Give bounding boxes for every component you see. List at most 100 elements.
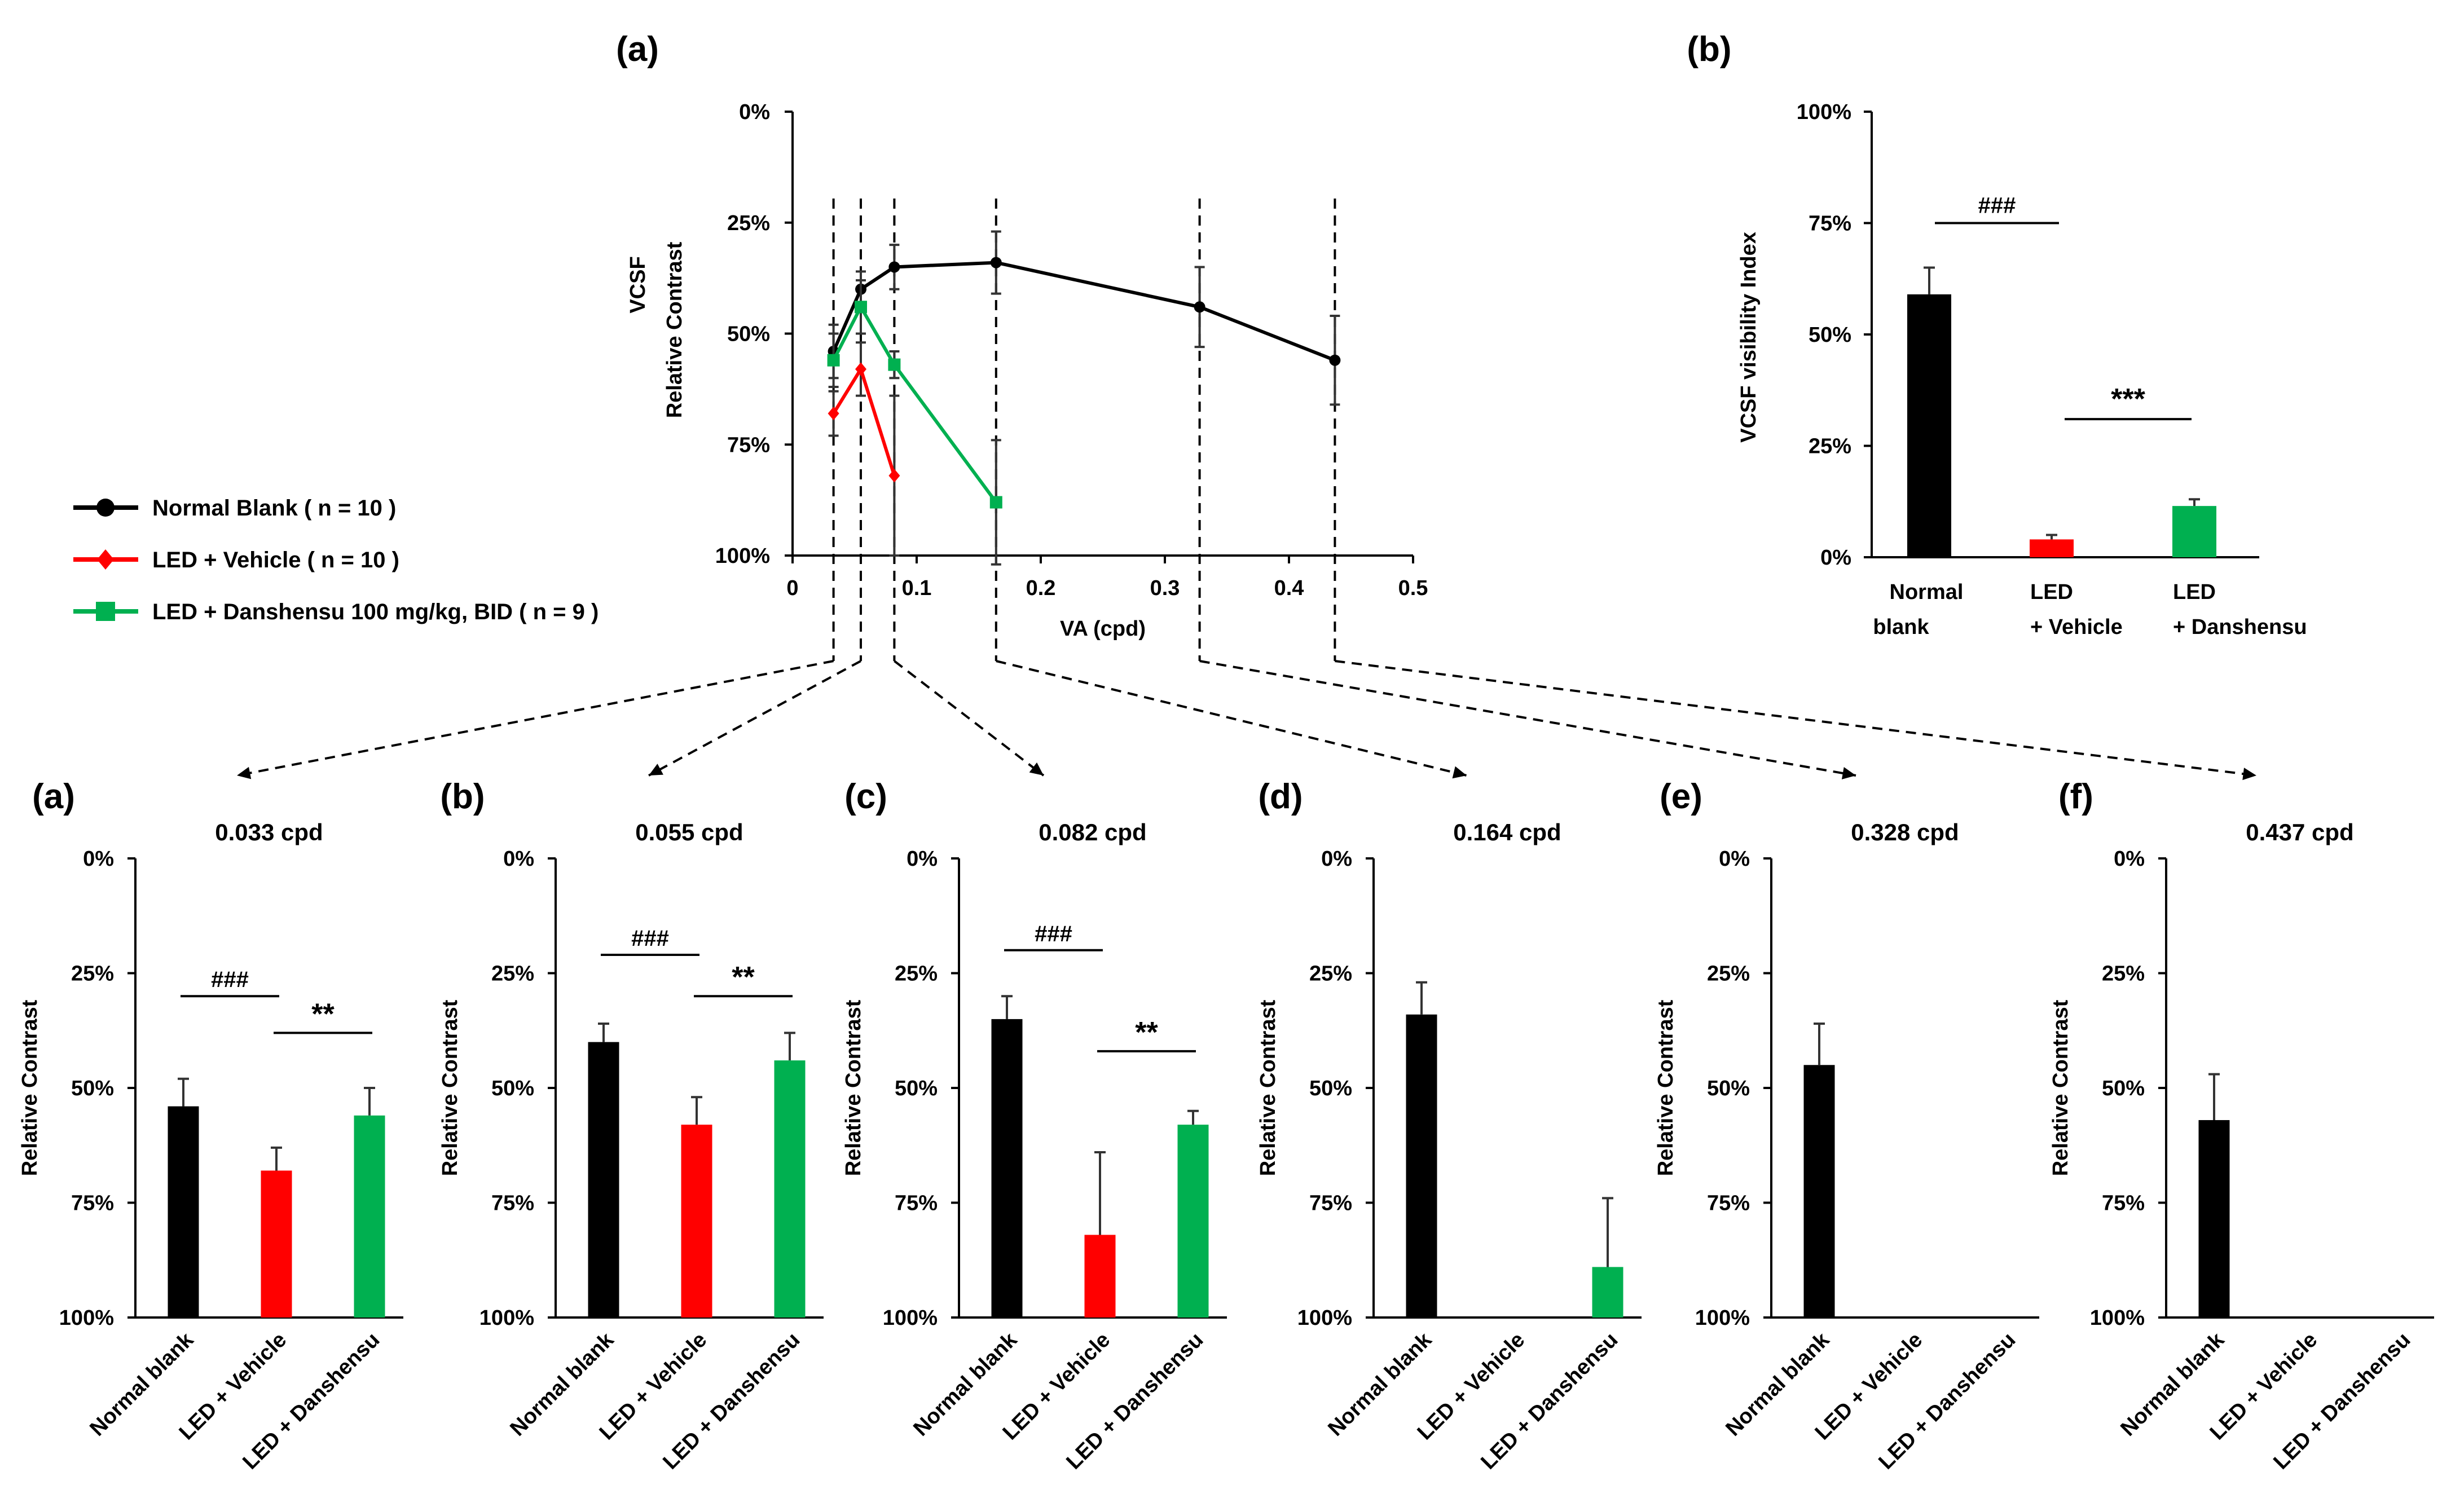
index-chart: (b) 0% 25% 50% 75% 100% VCSF visibility Index N… xyxy=(1687,30,2307,639)
subplot-y-tick-label: 25% xyxy=(1309,962,1352,986)
subplot-panel-label: (d) xyxy=(1258,777,1303,816)
index-y-axis-label: VCSF visibility Index xyxy=(1737,232,1761,443)
bar xyxy=(1803,1065,1835,1317)
significance-label: ** xyxy=(311,998,335,1030)
legend-marker xyxy=(96,602,115,621)
subplot-y-tick-label: 100% xyxy=(479,1306,534,1330)
data-point xyxy=(989,496,1002,509)
subplot-y-tick-label: 25% xyxy=(491,962,534,986)
data-point xyxy=(1194,301,1205,313)
subplot-y-tick-label: 0% xyxy=(1719,847,1750,871)
data-point xyxy=(1329,354,1341,366)
subplot-y-tick-label: 50% xyxy=(2102,1077,2145,1100)
main-x-axis-label: VA (cpd) xyxy=(1060,617,1146,641)
subplot-sc: (c) 0.082 cpd 0% 25% 50% 75% 100% Relative Cont… xyxy=(842,777,1227,1474)
subplot-sb: (b) 0.055 cpd 0% 25% 50% 75% 100% Relative Cont… xyxy=(438,777,824,1474)
subplot-y-axis-label: Relative Contrast xyxy=(1256,999,1280,1176)
bar xyxy=(588,1042,619,1317)
significance-label: ### xyxy=(631,926,669,951)
category-label: LED xyxy=(2173,580,2216,604)
subplot-y-axis-label: Relative Contrast xyxy=(842,999,865,1176)
subplot-y-tick-label: 50% xyxy=(71,1077,114,1100)
bar xyxy=(1177,1125,1209,1317)
data-point xyxy=(888,358,901,371)
data-point xyxy=(855,301,867,314)
subplot-y-tick-label: 50% xyxy=(1707,1077,1750,1100)
subplot-y-tick-label: 75% xyxy=(1707,1192,1750,1215)
subplot-y-tick-label: 75% xyxy=(2102,1192,2145,1215)
subplot-y-tick-label: 100% xyxy=(1695,1306,1750,1330)
subplot-y-tick-label: 0% xyxy=(1321,847,1352,871)
subplot-y-tick-label: 0% xyxy=(2114,847,2145,871)
significance-label: ** xyxy=(1135,1016,1158,1049)
category-label: + Vehicle xyxy=(2030,615,2123,639)
subplot-y-axis-label: Relative Contrast xyxy=(1654,999,1678,1176)
significance-label: ### xyxy=(1978,193,2016,218)
series-line xyxy=(831,261,1336,362)
category-label: + Danshensu xyxy=(2173,615,2307,639)
significance-label: *** xyxy=(2111,383,2145,416)
significance-label: ### xyxy=(1035,922,1072,946)
index-y-tick-label: 0% xyxy=(1820,546,1851,570)
guide-arrowhead xyxy=(237,766,252,779)
subplot-sa: (a) 0.033 cpd 0% 25% 50% 75% 100% Relative Cont… xyxy=(18,777,403,1474)
subplot-panel-label: (c) xyxy=(844,777,887,816)
main-x-tick-label: 0.4 xyxy=(1274,576,1304,600)
subplot-y-tick-label: 25% xyxy=(895,962,938,986)
main-x-tick-label: 0.2 xyxy=(1026,576,1056,600)
main-x-tick-label: 0.5 xyxy=(1398,576,1428,600)
subplot-y-tick-label: 25% xyxy=(71,962,114,986)
subplot-y-axis-label: Relative Contrast xyxy=(18,999,42,1176)
bar xyxy=(774,1060,806,1317)
subplot-y-tick-label: 100% xyxy=(1297,1306,1352,1330)
guide-arrow-line xyxy=(648,660,861,777)
main-y-axis-label: Relative Contrast xyxy=(663,241,687,418)
data-point xyxy=(828,407,839,421)
guide-arrow-line xyxy=(894,660,1045,777)
bar xyxy=(1406,1014,1437,1317)
subplot-se: (e) 0.328 cpd 0% 25% 50% 75% 100% Relative Cont… xyxy=(1654,777,2039,1474)
subplot-y-tick-label: 50% xyxy=(491,1077,534,1100)
main-y-tick-label: 75% xyxy=(727,433,770,457)
bar xyxy=(1084,1235,1116,1317)
data-point xyxy=(827,354,840,367)
subplot-y-tick-label: 75% xyxy=(1309,1192,1352,1215)
legend: Normal Blank ( n = 10 ) LED + Vehicle ( n… xyxy=(73,496,599,624)
bar xyxy=(1592,1267,1623,1317)
subplot-title: 0.055 cpd xyxy=(635,819,743,845)
index-panel-label: (b) xyxy=(1687,30,1731,69)
subplot-y-tick-label: 0% xyxy=(503,847,534,871)
subplot-y-tick-label: 0% xyxy=(83,847,114,871)
main-x-tick-label: 0.3 xyxy=(1150,576,1180,600)
series-line xyxy=(831,303,998,504)
significance-label: ### xyxy=(211,967,249,992)
series-line xyxy=(832,365,896,477)
legend-label: Normal Blank ( n = 10 ) xyxy=(152,496,396,521)
main-chart: (a) 0% 25% 50% 75% 100% 0 0.1 0.2 0.3 0.4 0.5 VA (cp… xyxy=(236,30,2257,781)
index-y-tick-label: 25% xyxy=(1809,435,1851,459)
guide-arrowhead xyxy=(1841,767,1856,779)
data-point xyxy=(888,469,900,483)
category-label: LED xyxy=(2030,580,2073,604)
main-x-tick-label: 0.1 xyxy=(902,576,932,600)
guide-arrow-line xyxy=(1335,660,2257,777)
subplot-y-tick-label: 100% xyxy=(2090,1306,2145,1330)
subplot-y-tick-label: 25% xyxy=(2102,962,2145,986)
data-point xyxy=(888,261,900,273)
bar xyxy=(2198,1120,2230,1317)
data-point xyxy=(855,362,866,376)
subplot-y-tick-label: 100% xyxy=(59,1306,114,1330)
guide-arrowhead xyxy=(1029,762,1044,775)
subplot-title: 0.164 cpd xyxy=(1453,819,1561,845)
legend-marker xyxy=(96,499,115,517)
guide-arrowhead xyxy=(2242,768,2256,781)
legend-label: LED + Vehicle ( n = 10 ) xyxy=(152,548,399,572)
subplot-y-tick-label: 75% xyxy=(895,1192,938,1215)
category-label: Normal xyxy=(1890,580,1964,604)
bar xyxy=(991,1019,1023,1317)
main-panel-label: (a) xyxy=(616,30,659,69)
bar xyxy=(168,1106,199,1317)
guide-arrow-line xyxy=(1199,660,1856,777)
subplot-title: 0.328 cpd xyxy=(1851,819,1959,845)
